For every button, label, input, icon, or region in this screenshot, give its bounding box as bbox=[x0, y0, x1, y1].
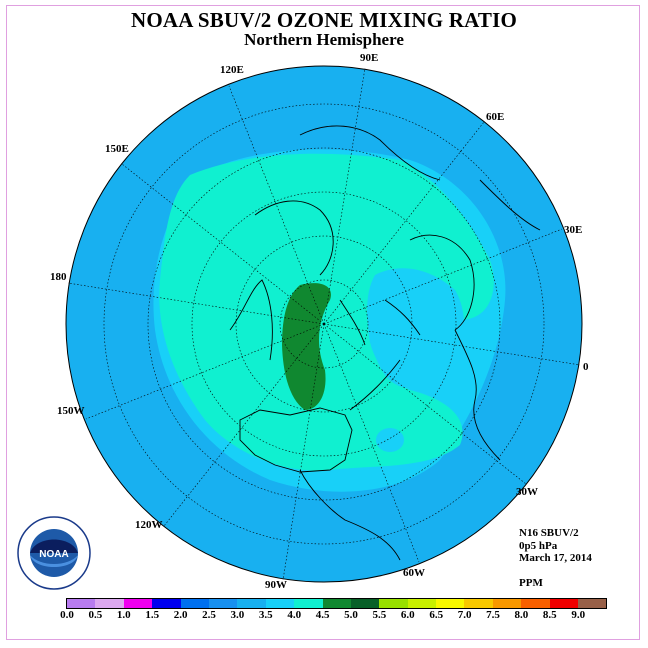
colorbar-tick-label: 3.0 bbox=[230, 609, 245, 621]
colorbar-segment bbox=[95, 599, 124, 608]
lon-label-90e: 90E bbox=[360, 52, 378, 64]
colorbar bbox=[66, 598, 608, 609]
colorbar-tick-label: 1.0 bbox=[116, 609, 131, 621]
colorbar-tick-label: 9.0 bbox=[571, 609, 586, 621]
longitude-labels: 90E 60E 30E 0 30W 60W 90W 120W 150W 180 … bbox=[50, 52, 589, 591]
colorbar-segment bbox=[350, 599, 380, 608]
colorbar-tick-label: 6.5 bbox=[429, 609, 444, 621]
instrument-label: N16 SBUV/2 bbox=[519, 527, 579, 539]
colorbar-segment bbox=[208, 599, 238, 608]
colorbar-tick-label: 7.0 bbox=[457, 609, 472, 621]
lon-label-150e: 150E bbox=[105, 143, 129, 155]
colorbar-tick-label: 6.0 bbox=[400, 609, 415, 621]
colorbar-tick-label: 0.5 bbox=[88, 609, 103, 621]
lon-label-30w: 30W bbox=[516, 486, 538, 498]
lon-label-90w: 90W bbox=[265, 579, 287, 591]
map-outline bbox=[65, 65, 583, 583]
colorbar-segment bbox=[521, 599, 550, 608]
colorbar-segment bbox=[322, 599, 351, 608]
colorbar-tick-label: 5.5 bbox=[372, 609, 387, 621]
colorbar-tick-label: 5.0 bbox=[344, 609, 358, 621]
lon-label-120w: 120W bbox=[135, 519, 163, 531]
colorbar-segment bbox=[407, 599, 437, 608]
colorbar-segment bbox=[67, 599, 96, 608]
colorbar-tick-label: 2.5 bbox=[202, 609, 216, 621]
colorbar-tick-label: 0.0 bbox=[60, 609, 74, 621]
lon-label-0: 0 bbox=[583, 361, 589, 373]
colorbar-segment bbox=[578, 599, 607, 608]
plot-frame bbox=[6, 5, 640, 640]
pressure-label: 0p5 hPa bbox=[519, 539, 558, 552]
lon-label-120e: 120E bbox=[220, 64, 244, 76]
colorbar-segment bbox=[265, 599, 295, 608]
lon-label-60w: 60W bbox=[403, 567, 425, 579]
info-panel: N16 SBUV/2 0p5 hPa March 17, 2014 PPM bbox=[519, 527, 592, 589]
colorbar-tick-label: 7.5 bbox=[486, 609, 500, 621]
lon-label-180: 180 bbox=[50, 271, 67, 283]
colorbar-segment bbox=[436, 599, 465, 608]
contour-pocket-small bbox=[376, 428, 404, 452]
page-title: NOAA SBUV/2 OZONE MIXING RATIO bbox=[131, 8, 517, 32]
colorbar-segment bbox=[294, 599, 323, 608]
colorbar-segment bbox=[123, 599, 153, 608]
lon-label-60e: 60E bbox=[486, 111, 504, 123]
colorbar-segment bbox=[464, 599, 493, 608]
lon-label-150w: 150W bbox=[57, 405, 85, 417]
colorbar-segment bbox=[152, 599, 181, 608]
coastlines bbox=[229, 125, 541, 561]
colorbar-tick-label: 3.5 bbox=[258, 609, 273, 621]
colorbar-segment bbox=[549, 599, 579, 608]
colorbar-segment bbox=[379, 599, 408, 608]
colorbar-segment bbox=[492, 599, 522, 608]
units-label: PPM bbox=[519, 576, 543, 589]
colorbar-tick-label: 2.0 bbox=[173, 609, 188, 621]
colorbar-tick-label: 8.5 bbox=[542, 609, 557, 621]
page-subtitle: Northern Hemisphere bbox=[244, 30, 404, 49]
lon-label-30e: 30E bbox=[564, 224, 582, 236]
logo-text: NOAA bbox=[39, 549, 68, 560]
colorbar-tick-label: 4.5 bbox=[315, 609, 330, 621]
noaa-logo-icon: NOAA bbox=[17, 516, 91, 590]
colorbar-ticks: 0.0 0.5 1.0 1.5 2.0 2.5 3.0 3.5 4.0 4.5 5.0 5.5 6.0 6… bbox=[0, 609, 648, 623]
colorbar-segment bbox=[180, 599, 209, 608]
date-label: March 17, 2014 bbox=[519, 552, 592, 564]
colorbar-segment bbox=[237, 599, 266, 608]
colorbar-tick-label: 4.0 bbox=[287, 609, 302, 621]
graticule bbox=[67, 67, 581, 581]
colorbar-tick-label: 1.5 bbox=[145, 609, 160, 621]
colorbar-tick-label: 8.0 bbox=[514, 609, 529, 621]
contour-4-0 bbox=[159, 153, 494, 471]
